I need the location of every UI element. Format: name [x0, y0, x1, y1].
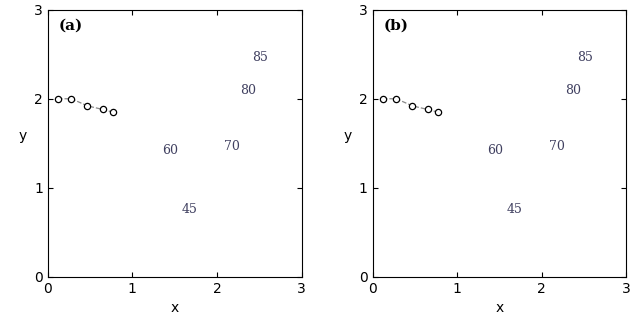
- X-axis label: x: x: [495, 301, 504, 315]
- Y-axis label: y: y: [18, 129, 27, 143]
- X-axis label: x: x: [170, 301, 179, 315]
- Text: 80: 80: [565, 84, 581, 97]
- Text: (a): (a): [59, 18, 83, 32]
- Text: 60: 60: [487, 144, 503, 157]
- Text: 45: 45: [181, 203, 197, 216]
- Text: (b): (b): [384, 18, 408, 32]
- Text: 85: 85: [577, 51, 593, 64]
- Text: 60: 60: [162, 144, 178, 157]
- Text: 70: 70: [224, 140, 240, 153]
- Text: 80: 80: [240, 84, 256, 97]
- Text: 70: 70: [549, 140, 565, 153]
- Y-axis label: y: y: [343, 129, 352, 143]
- Text: 45: 45: [506, 203, 522, 216]
- Text: 85: 85: [252, 51, 268, 64]
